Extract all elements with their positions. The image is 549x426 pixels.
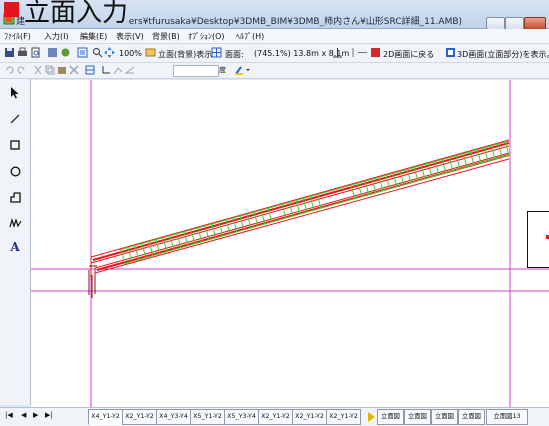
select-arrow-tool[interactable] xyxy=(4,83,26,103)
ortho-icon[interactable] xyxy=(101,65,111,75)
circle-tool[interactable] xyxy=(4,161,26,181)
align-right-icon[interactable] xyxy=(345,47,356,58)
tab-x4-y3-y4[interactable]: X4_Y3-Y4 xyxy=(156,409,191,425)
line-tool[interactable] xyxy=(4,109,26,129)
layer-icon[interactable] xyxy=(145,47,156,58)
sloped-beam xyxy=(91,140,509,290)
angle-input[interactable] xyxy=(173,65,219,77)
title-bar: 建 ers¥tfurusaka¥Desktop¥3DMB_BIM¥3DMB_柿内… xyxy=(0,0,549,29)
menu-bar: ﾌｧｲﾙ(F) 入力(I) 編集(E) 表示(V) 背景(B) ｵﾌﾟｼｮﾝ(O… xyxy=(0,29,549,44)
nav-last-button[interactable]: ▶| xyxy=(45,411,53,419)
paste-icon[interactable] xyxy=(57,65,67,75)
text-tool[interactable]: A xyxy=(4,237,26,257)
nav-prev-button[interactable]: ◀ xyxy=(21,411,26,419)
show-3d-button[interactable]: 3D画面(立面部分)を表示。 xyxy=(457,49,549,60)
grid-icon[interactable] xyxy=(85,65,95,75)
menu-file[interactable]: ﾌｧｲﾙ(F) xyxy=(4,31,31,42)
view-mode-button[interactable]: 立面(背景)表示 xyxy=(158,49,212,60)
return-2d-button[interactable]: 2D画面に戻る xyxy=(383,49,434,60)
tab-elevation-13[interactable]: 立面図13 xyxy=(486,409,528,425)
zoom-fit-icon[interactable] xyxy=(77,47,88,58)
section-icon[interactable] xyxy=(211,47,222,58)
edit-toolbar xyxy=(0,63,549,79)
menu-edit[interactable]: 編集(E) xyxy=(80,31,107,42)
tab-x2-y1-y2-c[interactable]: X2_Y1-Y2 xyxy=(292,409,327,425)
print-icon[interactable] xyxy=(17,47,28,58)
rectangle-tool[interactable] xyxy=(4,135,26,155)
menu-options[interactable]: ｵﾌﾟｼｮﾝ(O) xyxy=(188,31,225,42)
rectangle-icon xyxy=(10,140,20,150)
cursor-arrow-icon xyxy=(10,87,20,99)
nav-first-button[interactable]: |◀ xyxy=(5,411,13,419)
redo-icon[interactable] xyxy=(16,65,26,75)
copy-icon[interactable] xyxy=(45,65,55,75)
undo-icon[interactable] xyxy=(5,65,15,75)
align-icon[interactable] xyxy=(332,47,343,58)
tab-x2-y1-y2-a[interactable]: X2_Y1-Y2 xyxy=(122,409,157,425)
color-picker-icon[interactable] xyxy=(235,65,251,75)
elevation-canvas[interactable] xyxy=(31,80,549,407)
freehand-tool[interactable] xyxy=(4,213,26,233)
preview-icon[interactable] xyxy=(30,47,41,58)
tab-x5-y1-y2[interactable]: X5_Y1-Y2 xyxy=(190,409,225,425)
tab-elevation-1[interactable]: 立面図 xyxy=(377,409,404,425)
overlay-caption-text: 立面入力 xyxy=(24,0,128,28)
elevation-drawing xyxy=(31,80,549,407)
tab-x2-y1-y2-d[interactable]: X2_Y1-Y2 xyxy=(326,409,361,425)
tab-x4-y1-y2[interactable]: X4_Y1-Y2 xyxy=(88,409,123,425)
angle-icon[interactable] xyxy=(125,65,135,75)
column-stub xyxy=(89,266,97,298)
align-h-icon[interactable] xyxy=(357,47,368,58)
circle-icon xyxy=(10,166,21,177)
tab-x2-y1-y2-b[interactable]: X2_Y1-Y2 xyxy=(258,409,293,425)
overlay-caption: 立面入力 xyxy=(4,0,128,30)
zoom-level: 100% xyxy=(119,49,142,58)
line-icon xyxy=(9,113,21,125)
pan-icon[interactable] xyxy=(104,47,115,58)
title-file-path: ers¥tfurusaka¥Desktop¥3DMB_BIM¥3DMB_柿内さん… xyxy=(129,17,462,27)
delete-icon[interactable] xyxy=(69,65,79,75)
freehand-icon xyxy=(9,218,22,229)
magnifier-icon[interactable] xyxy=(92,47,103,58)
cube-3d-icon[interactable] xyxy=(445,47,456,58)
polyline-icon[interactable] xyxy=(113,65,123,75)
red-square-bullet-icon xyxy=(4,2,19,17)
cut-icon[interactable] xyxy=(33,65,43,75)
tab-elevation-3[interactable]: 立面図 xyxy=(431,409,458,425)
menu-background[interactable]: 背景(B) xyxy=(152,31,180,42)
section-label: 面面: xyxy=(225,49,244,60)
polygon-icon xyxy=(10,192,21,203)
angle-unit-label: 度 xyxy=(219,65,226,75)
polygon-tool[interactable] xyxy=(4,187,26,207)
settings-icon[interactable] xyxy=(60,47,71,58)
menu-input[interactable]: 入力(I) xyxy=(44,31,69,42)
nav-next-button[interactable]: ▶ xyxy=(33,411,38,419)
save-icon[interactable] xyxy=(4,47,15,58)
tab-elevation-4[interactable]: 立面図 xyxy=(458,409,485,425)
text-tool-icon: A xyxy=(10,240,19,254)
drawing-tool-palette: A xyxy=(0,79,31,405)
red-tool-icon[interactable] xyxy=(370,47,381,58)
tab-x5-y3-y4[interactable]: X5_Y3-Y4 xyxy=(224,409,259,425)
disk-icon[interactable] xyxy=(47,47,58,58)
menu-help[interactable]: ﾍﾙﾌﾟ(H) xyxy=(236,31,264,42)
menu-view[interactable]: 表示(V) xyxy=(116,31,144,42)
tab-scroll-arrow-icon[interactable] xyxy=(368,412,375,422)
tab-elevation-2[interactable]: 立面図 xyxy=(404,409,431,425)
side-panel-box[interactable] xyxy=(527,211,549,268)
